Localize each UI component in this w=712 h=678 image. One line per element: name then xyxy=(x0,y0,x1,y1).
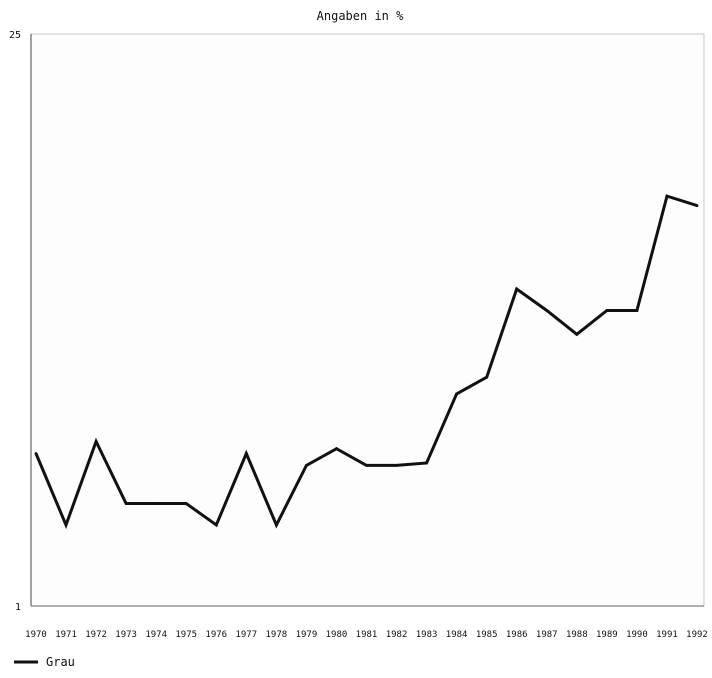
x-tick-label: 1977 xyxy=(235,630,257,640)
data-point xyxy=(275,523,278,527)
x-tick-label: 1988 xyxy=(566,630,588,640)
data-point xyxy=(335,447,338,451)
data-point xyxy=(184,502,188,505)
x-tick-label: 1978 xyxy=(266,630,288,640)
x-tick-label: 1975 xyxy=(175,630,197,640)
x-tick-label: 1989 xyxy=(596,630,618,640)
data-point xyxy=(365,464,368,467)
x-tick-label: 1980 xyxy=(326,630,348,640)
x-tick-label: 1987 xyxy=(536,630,558,640)
plot-area xyxy=(30,33,705,607)
data-point xyxy=(305,464,308,467)
x-tick-label: 1971 xyxy=(55,630,77,640)
data-point xyxy=(665,194,669,198)
data-point xyxy=(695,204,699,208)
x-tick-label: 1974 xyxy=(145,630,167,640)
y-tick-label: 1 xyxy=(15,602,21,613)
data-point xyxy=(64,523,68,527)
data-point xyxy=(545,309,549,312)
data-point xyxy=(34,452,38,455)
x-tick-label: 1986 xyxy=(506,630,528,640)
x-tick-label: 1990 xyxy=(626,630,648,640)
x-tick-label: 1973 xyxy=(115,630,137,640)
x-tick-label: 1983 xyxy=(416,630,438,640)
x-tick-label: 1970 xyxy=(25,630,47,640)
x-tick-labels: 1970 1971 1972 1973 1974 1975 1976 1977 1978 1979… xyxy=(25,630,708,640)
data-point xyxy=(425,461,428,465)
y-tick-labels: 1 25 xyxy=(9,30,21,613)
x-tick-label: 1992 xyxy=(686,630,708,640)
data-point xyxy=(515,287,519,291)
x-tick-label: 1982 xyxy=(386,630,408,640)
x-tick-label: 1981 xyxy=(356,630,378,640)
data-point xyxy=(605,309,609,312)
y-tick-label: 25 xyxy=(9,30,21,41)
legend: Grau xyxy=(14,655,75,669)
data-point xyxy=(244,452,248,455)
series-layer xyxy=(34,194,699,530)
data-point xyxy=(635,309,639,312)
data-point xyxy=(154,502,158,505)
data-point xyxy=(94,440,98,443)
data-point xyxy=(395,464,398,467)
legend-label: Grau xyxy=(46,655,75,669)
data-point xyxy=(575,332,579,336)
x-tick-label: 1985 xyxy=(476,630,498,640)
plot-frame xyxy=(30,33,705,607)
x-tick-label: 1979 xyxy=(296,630,318,640)
data-point xyxy=(485,375,489,379)
x-tick-label: 1984 xyxy=(446,630,468,640)
x-tick-label: 1976 xyxy=(205,630,227,640)
data-point xyxy=(214,523,218,527)
data-point xyxy=(124,502,128,505)
x-tick-label: 1991 xyxy=(656,630,678,640)
x-tick-label: 1972 xyxy=(85,630,107,640)
data-point xyxy=(455,392,458,396)
chart-title: Angaben in % xyxy=(317,9,404,23)
